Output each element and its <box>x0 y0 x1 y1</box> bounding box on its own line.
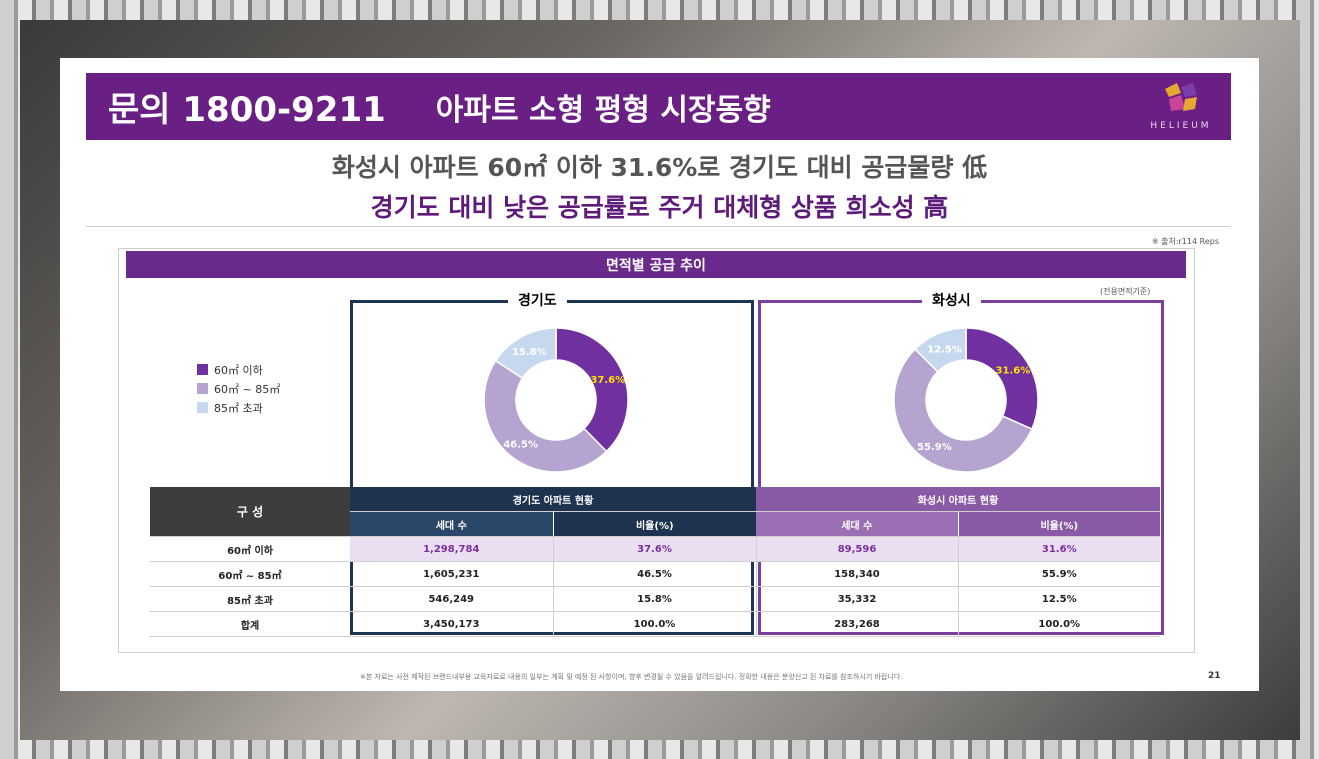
hwaseong-group-header: 화성시 아파트 현황 <box>756 487 1160 512</box>
table-header-row: 구 성 경기도 아파트 현황 화성시 아파트 현황 <box>150 487 1160 537</box>
source-note: ※ 출처:r114 Reps <box>1151 237 1219 246</box>
divider <box>86 226 1231 227</box>
row-label: 60㎡ 이하 <box>150 536 350 562</box>
legend-item: 85㎡ 초과 <box>197 398 280 417</box>
helieum-logo: HELIEUM <box>1141 79 1221 135</box>
donut-label-under-60: 31.6% <box>996 365 1031 376</box>
subtitle-line-1: 화성시 아파트 60㎡ 이하 31.6%로 경기도 대비 공급물량 低 <box>331 153 988 182</box>
panel-title: 면적별 공급 추이 <box>126 251 1186 278</box>
gyeonggi-donut-chart: 37.6% 46.5% 15.8% <box>483 327 629 473</box>
area-basis-note: (전용면적기준) <box>1100 287 1151 296</box>
donut-slice-under-60 <box>965 327 1039 430</box>
phone-inquiry: 문의 1800-9211 <box>108 90 386 130</box>
legend-item: 60㎡ ~ 85㎡ <box>197 379 280 398</box>
chart-panel <box>118 248 1195 653</box>
donut-label-60-to-85: 46.5% <box>503 439 538 450</box>
footnote: ※본 자료는 사전 제작된 브랜드내부용 교육자료로 내용의 일부는 계획 및 … <box>360 673 903 681</box>
row-label: 합계 <box>150 611 350 637</box>
row-label: 60㎡ ~ 85㎡ <box>150 561 350 587</box>
gyeonggi-chart-title: 경기도 <box>508 290 567 310</box>
hwaseong-donut-chart: 31.6% 55.9% 12.5% <box>893 327 1039 473</box>
gyeonggi-ratio-header: 비율(%) <box>553 511 756 537</box>
cell-hwaseong-count: 283,268 <box>756 611 959 637</box>
legend-label: 60㎡ 이하 <box>214 363 263 377</box>
cell-hwaseong-ratio: 55.9% <box>958 561 1160 587</box>
hwaseong-households-header: 세대 수 <box>756 511 959 537</box>
legend-swatch <box>197 402 208 413</box>
legend-item: 60㎡ 이하 <box>197 360 280 379</box>
page-title: 아파트 소형 평형 시장동향 <box>435 92 771 128</box>
row-label: 85㎡ 초과 <box>150 586 350 612</box>
donut-slice-over-85 <box>494 327 557 380</box>
cell-gyeonggi-count: 546,249 <box>350 586 554 612</box>
cell-gyeonggi-ratio: 100.0% <box>553 611 757 637</box>
table-subheader-row: 세대 수 비율(%) 세대 수 비율(%) <box>150 511 1160 537</box>
cell-hwaseong-ratio: 12.5% <box>958 586 1160 612</box>
donut-slice-over-85 <box>914 327 967 373</box>
cell-gyeonggi-ratio: 37.6% <box>553 536 757 562</box>
donut-slice-under-60 <box>555 327 629 453</box>
gyeonggi-households-header: 세대 수 <box>350 511 554 537</box>
cell-hwaseong-ratio: 31.6% <box>958 536 1160 562</box>
page-number: 21 <box>1208 671 1221 681</box>
legend-label: 85㎡ 초과 <box>214 401 263 415</box>
donut-label-under-60: 37.6% <box>590 375 625 386</box>
hwaseong-chart-title: 화성시 <box>922 290 981 310</box>
donut-label-60-to-85: 55.9% <box>917 442 952 453</box>
cell-gyeonggi-ratio: 46.5% <box>553 561 757 587</box>
table-row: 60㎡ 이하 1,298,784 37.6% 89,596 31.6% <box>150 536 1160 562</box>
cell-hwaseong-count: 89,596 <box>756 536 959 562</box>
gyeonggi-group-header: 경기도 아파트 현황 <box>350 487 756 512</box>
donut-label-over-85: 15.8% <box>512 347 547 358</box>
donut-slice-60-to-85 <box>893 348 1033 473</box>
logo-text: HELIEUM <box>1150 121 1212 131</box>
cell-gyeonggi-ratio: 15.8% <box>553 586 757 612</box>
cell-gyeonggi-count: 1,298,784 <box>350 536 554 562</box>
cell-gyeonggi-count: 1,605,231 <box>350 561 554 587</box>
cell-hwaseong-count: 35,332 <box>756 586 959 612</box>
cell-gyeonggi-count: 3,450,173 <box>350 611 554 637</box>
composition-header: 구 성 <box>150 487 350 537</box>
supply-table: 구 성 경기도 아파트 현황 화성시 아파트 현황 세대 수 비율(%) 세대 … <box>150 487 1160 637</box>
cell-hwaseong-count: 158,340 <box>756 561 959 587</box>
legend-swatch <box>197 383 208 394</box>
slide: 문의 1800-9211 아파트 소형 평형 시장동향 HELIEUM 화성시 … <box>60 58 1259 691</box>
subtitle-line-2: 경기도 대비 낮은 공급률로 주거 대체형 상품 희소성 高 <box>370 193 949 222</box>
hwaseong-ratio-header: 비율(%) <box>958 511 1160 537</box>
donut-label-over-85: 12.5% <box>927 344 962 355</box>
donut-slice-60-to-85 <box>483 359 608 473</box>
table-row: 85㎡ 초과 546,249 15.8% 35,332 12.5% <box>150 586 1160 612</box>
table-row: 60㎡ ~ 85㎡ 1,605,231 46.5% 158,340 55.9% <box>150 561 1160 587</box>
legend-label: 60㎡ ~ 85㎡ <box>214 382 281 396</box>
table-row: 합계 3,450,173 100.0% 283,268 100.0% <box>150 611 1160 637</box>
cell-hwaseong-ratio: 100.0% <box>958 611 1160 637</box>
logo-mark-icon <box>1165 83 1197 111</box>
title-banner: 문의 1800-9211 아파트 소형 평형 시장동향 HELIEUM <box>86 73 1231 140</box>
legend-swatch <box>197 364 208 375</box>
legend: 60㎡ 이하 60㎡ ~ 85㎡ 85㎡ 초과 <box>197 360 280 417</box>
